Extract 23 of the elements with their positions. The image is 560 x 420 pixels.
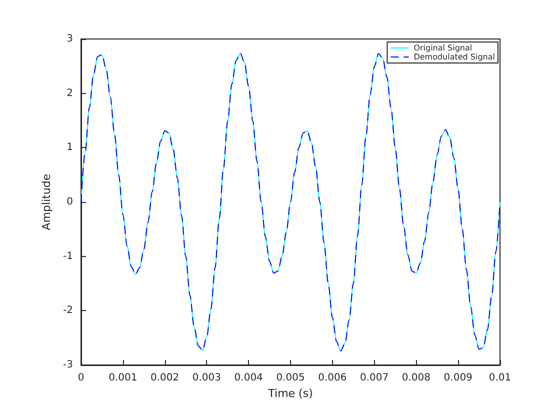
y-tick-label: 3 xyxy=(66,34,73,44)
y-tick-label: 0 xyxy=(66,196,73,208)
y-tick-label: -3 xyxy=(63,360,73,370)
y-tick-label: 2 xyxy=(66,88,73,99)
x-tick-label: 0.005 xyxy=(276,372,305,384)
line-series xyxy=(80,52,500,352)
x-tick-label: 0.007 xyxy=(360,372,389,384)
x-axis-title: Time (s) xyxy=(267,386,313,400)
y-axis-title: Amplitude xyxy=(40,174,54,230)
y-tick-label: -1 xyxy=(63,250,73,262)
x-tick-label: 0.009 xyxy=(444,372,472,384)
y-tick-label: -2 xyxy=(63,305,73,316)
x-tick-label: 0.01 xyxy=(488,372,512,384)
legend-label: Original Signal xyxy=(414,44,472,52)
legend-label: Demodulated Signal xyxy=(414,52,495,62)
y-tick-label: 1 xyxy=(66,142,73,154)
x-tick-label: 0 xyxy=(78,372,84,384)
x-tick-label: 0.001 xyxy=(108,372,138,384)
x-tick-label: 0.004 xyxy=(234,372,263,384)
x-tick-label: 0.002 xyxy=(150,372,180,384)
x-tick-label: 0.003 xyxy=(192,372,222,384)
x-tick-label: 0.008 xyxy=(402,372,431,384)
x-tick-label: 0.006 xyxy=(318,372,347,384)
